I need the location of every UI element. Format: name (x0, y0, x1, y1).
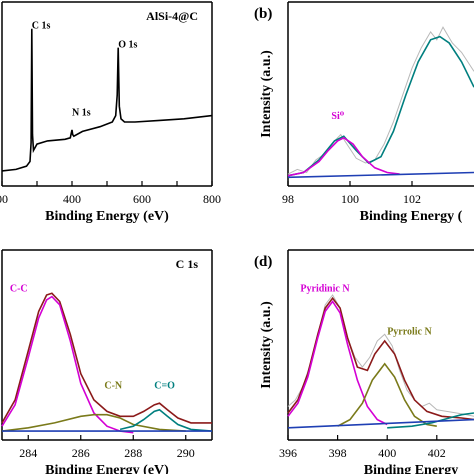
panel-c-c1s-spectrum: 284 286 288 290 Binding Energy (eV) C 1s C-C C-… (1, 249, 213, 474)
series-line-envelope (287, 296, 474, 421)
x-tick-label: 98 (282, 192, 294, 206)
x-axis-title: Binding Energy (eV) (45, 463, 169, 474)
series-line-background (287, 418, 474, 429)
x-tick-label: 398 (329, 446, 347, 460)
x-tick-label: 00 (0, 192, 8, 206)
series-line-raw (287, 294, 474, 417)
panel-b-si2p-spectrum: 98 100 102 Binding Energy ( Intensity (a.u.)… (254, 1, 474, 224)
peak-annotation: O 1s (118, 40, 137, 51)
x-tick-label: 102 (403, 192, 421, 206)
x-tick-label: 396 (279, 446, 297, 460)
series-line-pyridinic-n (287, 300, 388, 426)
x-tick-label: 100 (341, 192, 359, 206)
x-axis-title: Binding Energy ( (360, 209, 463, 224)
x-tick-label: 800 (203, 192, 221, 206)
peak-annotation: C 1s (32, 21, 51, 32)
peak-annotation: N 1s (72, 108, 91, 119)
x-tick-label: 286 (72, 446, 90, 460)
series-line-pyrrolic-n (337, 362, 437, 427)
panel-title: C 1s (176, 257, 199, 271)
peak-annotation: C-N (104, 380, 123, 391)
x-tick-label: 284 (19, 446, 37, 460)
series-line-si- (287, 136, 400, 177)
panel-d-n1s-spectrum: 396 398 400 402 Binding Energy Intensity (a.u… (254, 249, 474, 474)
x-tick-label: 400 (378, 446, 396, 460)
y-axis-title: Intensity (a.u.) (259, 301, 274, 389)
x-tick-label: 402 (428, 446, 446, 460)
peak-annotation: Pyrrolic N (387, 326, 432, 337)
x-tick-label: 290 (177, 446, 195, 460)
panel-letter: (b) (254, 6, 272, 22)
series-line-envelope (1, 292, 212, 424)
series-line-fit (287, 35, 474, 177)
peak-annotation: Si⁰ (331, 111, 344, 122)
panel-a-survey-spectrum: 00 400 600 800 Binding Energy (eV) AlSi-4@C C … (0, 1, 221, 224)
x-axis-title: Binding Energy (eV) (45, 209, 169, 224)
x-tick-label: 600 (133, 192, 151, 206)
panel-title: AlSi-4@C (146, 9, 198, 23)
peak-annotation: C-C (10, 284, 28, 295)
y-axis-title: Intensity (a.u.) (259, 50, 274, 138)
series-line (1, 28, 213, 172)
series-line-c-c (1, 295, 134, 434)
peak-annotation: Pyridinic N (300, 284, 350, 295)
peak-annotation: C=O (154, 380, 175, 391)
series-line-c-o (119, 408, 213, 432)
series-line-background (287, 171, 474, 179)
series-line-c-n (1, 413, 186, 432)
x-tick-label: 400 (63, 192, 81, 206)
x-tick-label: 288 (124, 446, 142, 460)
series-line-raw (287, 26, 474, 175)
panel-letter: (d) (254, 254, 272, 270)
x-axis-title: Binding Energy (364, 463, 459, 474)
